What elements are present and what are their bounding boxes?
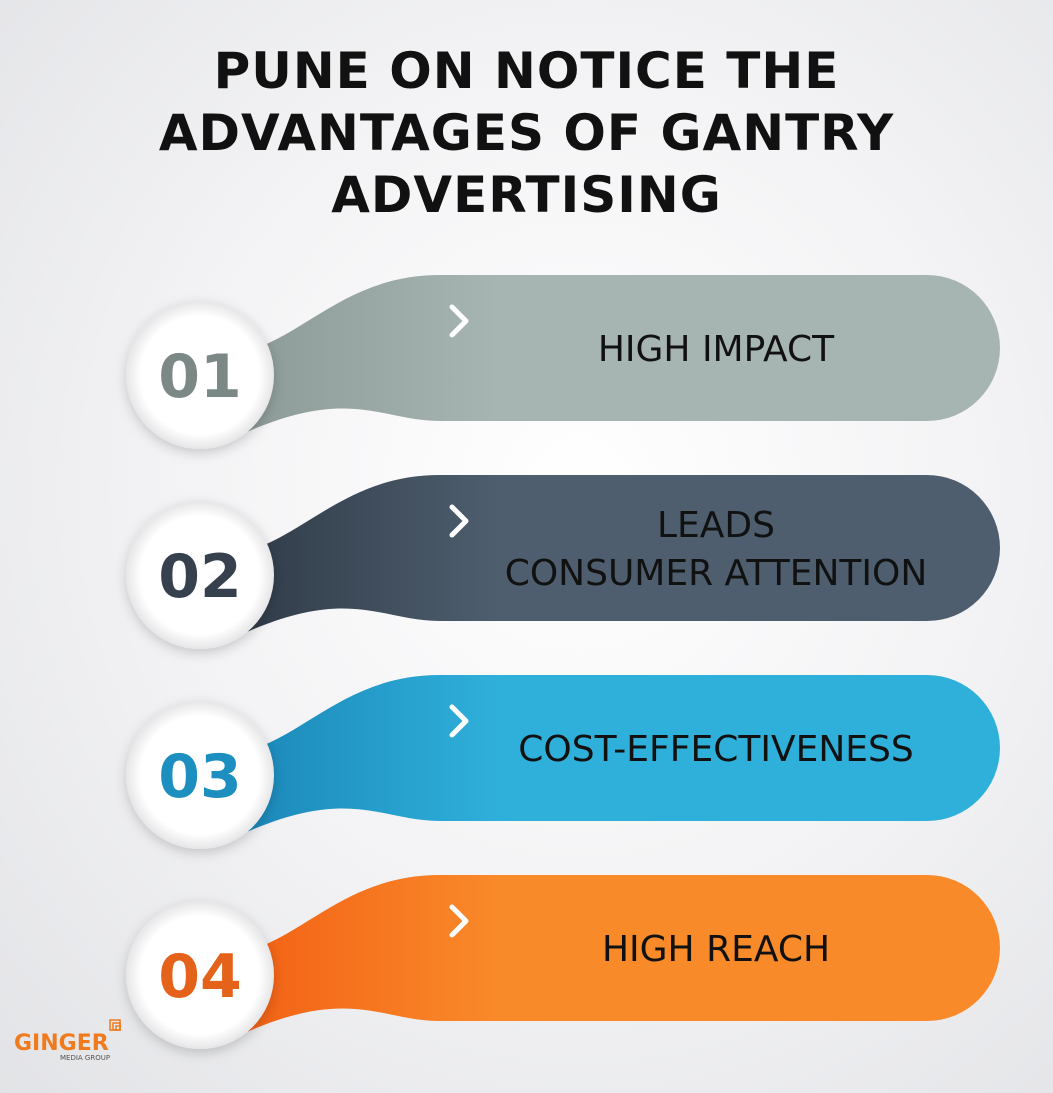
item-label: HIGH IMPACT xyxy=(598,329,835,370)
logo-icon xyxy=(109,1019,121,1031)
item-label: LEADS xyxy=(657,505,775,546)
number-circle-inner xyxy=(140,515,260,635)
chevron xyxy=(449,904,469,938)
chevron xyxy=(449,304,469,338)
item-shape xyxy=(230,275,1000,435)
logo-icon xyxy=(115,1025,121,1031)
item-label: COST-EFFECTIVENESS xyxy=(518,729,913,770)
title: PUNE ON NOTICE THE ADVANTAGES OF GANTRY … xyxy=(158,42,895,224)
item-number: 03 xyxy=(158,742,242,812)
item-number: 01 xyxy=(158,342,242,412)
item-label: HIGH REACH xyxy=(602,929,830,970)
item-number: 02 xyxy=(158,542,242,612)
number-circle-inner xyxy=(140,715,260,835)
chevron xyxy=(449,504,469,538)
chevron xyxy=(449,704,469,738)
item-shape xyxy=(230,875,1000,1035)
logo-name: GINGER xyxy=(14,1031,109,1056)
number-circle-inner xyxy=(140,315,260,435)
item-number: 04 xyxy=(158,942,242,1012)
logo-tagline: MEDIA GROUP xyxy=(60,1054,110,1062)
item-label: CONSUMER ATTENTION xyxy=(505,553,928,594)
number-circle-inner xyxy=(140,915,260,1035)
item-shape xyxy=(230,475,1000,635)
item-shape xyxy=(230,675,1000,835)
